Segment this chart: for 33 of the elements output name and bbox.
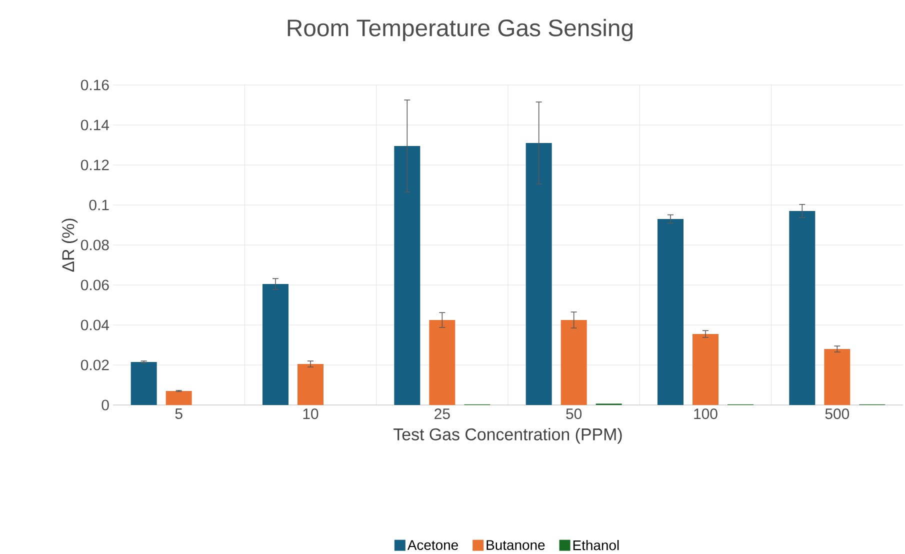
legend-label: Ethanol (573, 540, 619, 550)
y-tick-label: 0.16 (80, 80, 109, 90)
legend-label: Acetone (407, 540, 458, 550)
bar (429, 320, 456, 405)
y-tick-label: 0.12 (80, 160, 109, 170)
x-tick-label: 500 (825, 408, 850, 420)
y-tick-label: 0 (102, 400, 109, 410)
y-tick-label: 0.14 (80, 120, 110, 130)
x-tick-label: 100 (694, 408, 718, 420)
y-tick-label: 0.02 (80, 360, 109, 370)
bar (560, 320, 587, 405)
bar (692, 334, 719, 405)
bar (658, 219, 684, 405)
chart-title: Room Temperature Gas Sensing (288, 18, 632, 42)
y-axis-title: ΔR (%) (62, 218, 78, 272)
x-tick-label: 10 (303, 408, 318, 420)
x-axis-title: Test Gas Concentration (PPM) (394, 428, 622, 444)
y-tick-label: 0.04 (80, 320, 110, 330)
x-tick-label: 50 (566, 408, 582, 420)
bar (394, 146, 420, 405)
bar (262, 284, 288, 405)
y-tick-label: 0.08 (80, 240, 109, 250)
bar (298, 364, 324, 405)
bar (526, 142, 552, 405)
x-tick-label: 25 (434, 408, 450, 420)
bar (824, 349, 850, 405)
bar (789, 211, 816, 405)
legend-label: Butanone (486, 540, 545, 550)
y-tick-label: 0.06 (80, 280, 109, 290)
bar (166, 391, 192, 405)
y-tick-label: 0.1 (89, 200, 109, 210)
bar (130, 362, 157, 405)
x-tick-label: 5 (175, 408, 182, 419)
